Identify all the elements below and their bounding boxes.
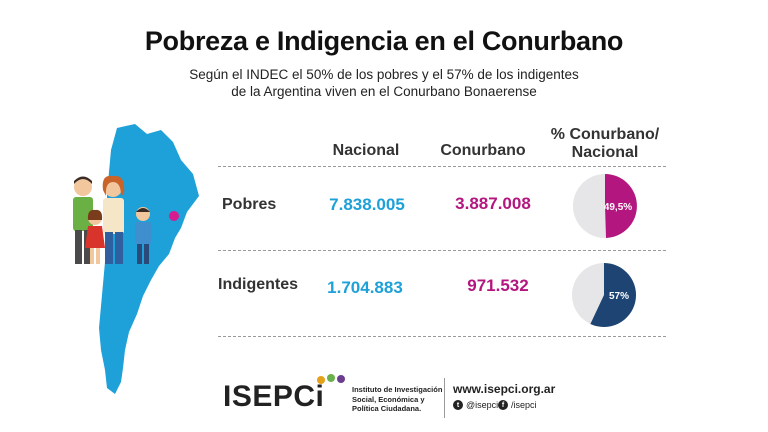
divider-top (218, 166, 666, 167)
twitter-handle[interactable]: t @isepci (453, 400, 498, 410)
column-header-percentage-line1: % Conurbano/ (550, 126, 660, 143)
pie-label-pobres: 49,5% (604, 202, 632, 213)
subtitle-line-1: Según el INDEC el 50% de los pobres y el… (189, 67, 579, 82)
facebook-handle[interactable]: f /isepci (498, 400, 537, 410)
family-illustration (73, 175, 151, 264)
footer-divider (444, 378, 445, 418)
facebook-icon: f (498, 400, 508, 410)
value-nacional-pobres: 7.838.005 (329, 195, 405, 214)
website-link[interactable]: www.isepci.org.ar (453, 382, 556, 396)
row-label-indigentes: Indigentes (218, 276, 299, 293)
value-nacional-indigentes: 1.704.883 (327, 278, 403, 297)
pie-slice-conurbano (605, 174, 637, 238)
logo-dots-icon (317, 374, 345, 384)
pie-chart-indigentes: 57% (572, 263, 637, 327)
twitter-icon: t (453, 400, 463, 410)
column-header-conurbano: Conurbano (440, 142, 526, 159)
subtitle-line-2: de la Argentina viven en el Conurbano Bo… (231, 84, 537, 99)
row-label-pobres: Pobres (222, 196, 277, 213)
page-title: Pobreza e Indigencia en el Conurbano (144, 26, 624, 56)
twitter-handle-text: @isepci (466, 400, 499, 410)
value-conurbano-pobres: 3.887.008 (455, 194, 531, 213)
column-header-percentage-line2: Nacional (571, 144, 639, 161)
isepci-logo: ISEPCi (223, 380, 325, 413)
institute-line-2: Social, Económica y (352, 394, 425, 404)
column-header-percentage: % Conurbano/ Nacional (545, 126, 665, 162)
facebook-handle-text: /isepci (511, 400, 537, 410)
value-conurbano-indigentes: 971.532 (467, 276, 529, 295)
pie-label-indigentes: 57% (609, 291, 629, 302)
divider-middle (218, 250, 666, 251)
column-header-nacional: Nacional (332, 142, 400, 159)
pie-chart-pobres: 49,5% (573, 174, 637, 238)
divider-bottom (218, 336, 666, 337)
institute-line-1: Instituto de Investigación (352, 385, 443, 394)
institute-line-3: Política Ciudadana. (352, 404, 422, 413)
pie-slice-conurbano (590, 263, 637, 327)
institute-name: Instituto de Investigación Social, Econó… (352, 385, 442, 414)
